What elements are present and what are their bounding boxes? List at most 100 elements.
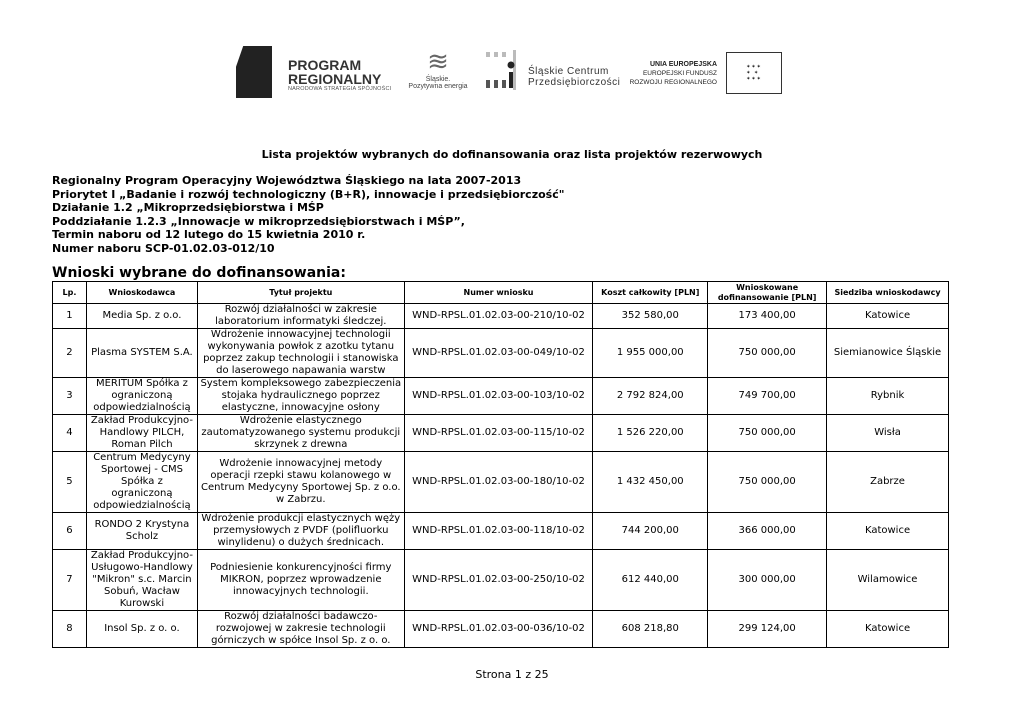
logo-text: REGIONALNY: [288, 71, 382, 87]
logo-text: ROZWOJU REGIONALNEGO: [629, 79, 717, 86]
column-header: Tytuł projektu: [196, 281, 405, 304]
table-cell: 6: [52, 512, 87, 550]
table-cell: 8: [52, 610, 87, 648]
table-row: 8 Insol Sp. z o. o. Rozwój działalności ba…: [52, 610, 949, 648]
table-cell: Rozwój działalności w zakresie laborator…: [196, 303, 405, 329]
table-cell: Wdrożenie elastycznego zautomatyzowanego…: [196, 414, 405, 452]
table-cell: Media Sp. z o.o.: [85, 303, 198, 329]
table-cell: 2: [52, 328, 87, 378]
table-cell: 352 580,00: [592, 303, 709, 329]
table-cell: 750 000,00: [707, 414, 828, 452]
table-cell: Katowice: [826, 303, 949, 329]
table-cell: 300 000,00: [707, 549, 828, 611]
table-cell: Katowice: [826, 610, 949, 648]
table-cell: Wisła: [826, 414, 949, 452]
column-header: Wnioskodawca: [85, 281, 198, 304]
document-title: Lista projektów wybranych do dofinansowa…: [261, 148, 763, 161]
table-cell: Siemianowice Śląskie: [826, 328, 949, 378]
table-cell: WND-RPSL.01.02.03-00-036/10-02: [403, 610, 594, 648]
projects-table: Lp. Wnioskodawca Tytuł projektu Numer wnios…: [52, 281, 949, 648]
table-cell: 5: [52, 451, 87, 513]
program-info: Regionalny Program Operacyjny Województw…: [52, 174, 564, 255]
info-line: Poddziałanie 1.2.3 „Innowacje w mikroprz…: [52, 214, 465, 228]
table-cell: 7: [52, 549, 87, 611]
table-cell: WND-RPSL.01.02.03-00-250/10-02: [403, 549, 594, 611]
table-cell: Wdrożenie innowacyjnej metody operacji r…: [196, 451, 405, 513]
table-cell: WND-RPSL.01.02.03-00-115/10-02: [403, 414, 594, 452]
table-cell: Katowice: [826, 512, 949, 550]
info-line: Priorytet I „Badanie i rozwój technologi…: [52, 187, 565, 201]
logo-text: PROGRAM: [288, 57, 362, 73]
table-cell: 1 526 220,00: [592, 414, 709, 452]
table-cell: 3: [52, 377, 87, 415]
column-header: Wnioskowane dofinansowanie [PLN]: [707, 281, 828, 304]
table-cell: Zakład Produkcyjno-Handlowy PILCH, Roman…: [85, 414, 198, 452]
table-cell: Insol Sp. z o. o.: [85, 610, 198, 648]
section-title: Wnioski wybrane do dofinansowania:: [52, 265, 346, 281]
column-header: Siedziba wnioskodawcy: [826, 281, 949, 304]
table-header-row: Lp. Wnioskodawca Tytuł projektu Numer wnios…: [52, 281, 949, 304]
table-cell: 612 440,00: [592, 549, 709, 611]
table-cell: Centrum Medycyny Sportowej - CMS Spółka …: [85, 451, 198, 513]
bars-icon: [486, 50, 516, 90]
info-line: Regionalny Program Operacyjny Województw…: [52, 174, 522, 187]
table-cell: Wdrożenie produkcji elastycznych węży pr…: [196, 512, 405, 550]
logo-text: Pozytywna energia: [408, 83, 468, 90]
table-cell: 744 200,00: [592, 512, 709, 550]
table-cell: 749 700,00: [707, 377, 828, 415]
table-cell: Rozwój działalności badawczo-rozwojowej …: [196, 610, 405, 648]
table-cell: Wilamowice: [826, 549, 949, 611]
info-line: Termin naboru od 12 lutego do 15 kwietni…: [52, 228, 366, 241]
logo-text: Przedsiębiorczości: [528, 77, 621, 88]
table-cell: WND-RPSL.01.02.03-00-049/10-02: [403, 328, 594, 378]
logo-bar: PROGRAM REGIONALNY NARODOWA STRATEGIA SP…: [236, 44, 786, 102]
table-row: 3 MERITUM Spółka z ograniczoną odpowiedzi…: [52, 377, 949, 415]
table-cell: 366 000,00: [707, 512, 828, 550]
program-regionalny-logo-icon: [236, 46, 272, 98]
table-cell: 173 400,00: [707, 303, 828, 329]
table-cell: 1 432 450,00: [592, 451, 709, 513]
table-row: 4 Zakład Produkcyjno-Handlowy PILCH, Roma…: [52, 414, 949, 452]
table-row: 6 RONDO 2 Krystyna Scholz Wdrożenie produk…: [52, 512, 949, 550]
info-line: Numer naboru SCP-01.02.03-012/10: [52, 241, 275, 255]
table-cell: 299 124,00: [707, 610, 828, 648]
table-cell: Wdrożenie innowacyjnej technologii wykon…: [196, 328, 405, 378]
table-cell: Podniesienie konkurencyjności firmy MIKR…: [196, 549, 405, 611]
logo-text: Śląskie Centrum: [528, 66, 609, 77]
ue-logo-text: UNIA EUROPEJSKA EUROPEJSKI FUNDUSZ ROZWO…: [622, 60, 717, 87]
logo-text: Śląskie.: [425, 76, 451, 83]
table-row: 2 Plasma SYSTEM S.A. Wdrożenie innowacyjne…: [52, 328, 949, 378]
table-cell: 750 000,00: [707, 451, 828, 513]
column-header: Lp.: [52, 281, 87, 304]
waves-icon: ≋: [427, 46, 449, 76]
eu-flag-icon: ✶✶✶ ✶ ✶ ✶✶✶: [726, 52, 782, 94]
table-cell: RONDO 2 Krystyna Scholz: [85, 512, 198, 550]
table-cell: Zabrze: [826, 451, 949, 513]
page-number: Strona 1 z 25: [475, 668, 549, 681]
table-row: 7 Zakład Produkcyjno-Usługowo-Handlowy "M…: [52, 549, 949, 611]
slaskie-logo: ≋ Śląskie. Pozytywna energia: [408, 46, 468, 90]
table-cell: 1 955 000,00: [592, 328, 709, 378]
logo-text: NARODOWA STRATEGIA SPÓJNOŚCI: [288, 86, 392, 92]
table-cell: 2 792 824,00: [592, 377, 709, 415]
table-cell: System kompleksowego zabezpieczenia stoj…: [196, 377, 405, 415]
table-row: 5 Centrum Medycyny Sportowej - CMS Spółka…: [52, 451, 949, 513]
table-cell: WND-RPSL.01.02.03-00-103/10-02: [403, 377, 594, 415]
table-cell: WND-RPSL.01.02.03-00-118/10-02: [403, 512, 594, 550]
table-row: 1 Media Sp. z o.o. Rozwój działalności w z…: [52, 303, 949, 329]
table-cell: MERITUM Spółka z ograniczoną odpowiedzia…: [85, 377, 198, 415]
table-cell: 4: [52, 414, 87, 452]
table-cell: Rybnik: [826, 377, 949, 415]
info-line: Działanie 1.2 „Mikroprzedsiębiorstwa i M…: [52, 201, 324, 214]
table-cell: 750 000,00: [707, 328, 828, 378]
table-cell: 1: [52, 303, 87, 329]
table-cell: 608 218,80: [592, 610, 709, 648]
column-header: Numer wniosku: [403, 281, 594, 304]
column-header: Koszt całkowity [PLN]: [592, 281, 709, 304]
logo-text: EUROPEJSKI FUNDUSZ: [642, 70, 717, 77]
logo-text: UNIA EUROPEJSKA: [649, 61, 717, 68]
program-regionalny-logo: PROGRAM REGIONALNY NARODOWA STRATEGIA SP…: [288, 58, 391, 92]
table-cell: WND-RPSL.01.02.03-00-210/10-02: [403, 303, 594, 329]
table-cell: WND-RPSL.01.02.03-00-180/10-02: [403, 451, 594, 513]
